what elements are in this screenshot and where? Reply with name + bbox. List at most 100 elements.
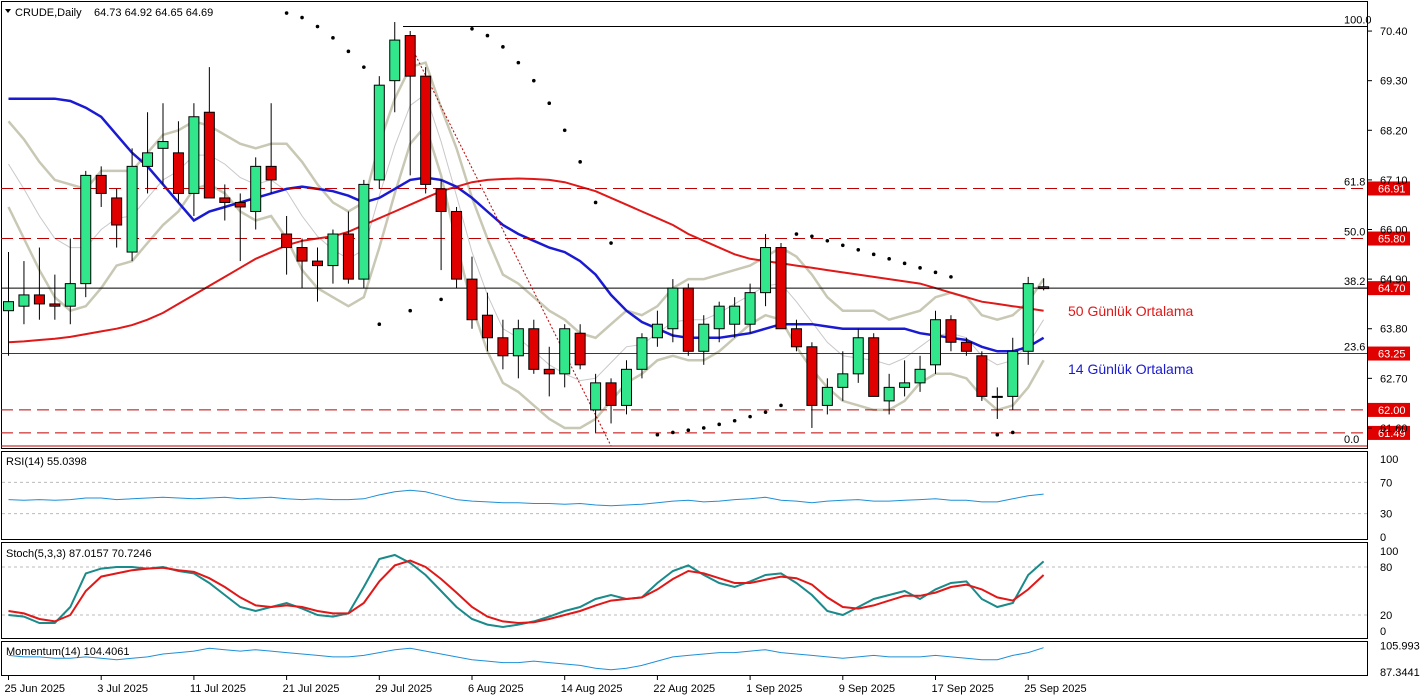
candle-body bbox=[342, 233, 354, 280]
price-axis-label: 67.10 bbox=[1380, 175, 1408, 187]
candle-body bbox=[95, 174, 107, 194]
rsi-title: RSI(14) 55.0398 bbox=[6, 456, 87, 468]
indicator-lines-layer bbox=[2, 481, 1367, 671]
x-axis-label: 11 Jul 2025 bbox=[190, 683, 246, 695]
candle-body bbox=[435, 188, 447, 212]
stoch-main-line bbox=[8, 553, 1045, 629]
candle-body bbox=[744, 292, 756, 325]
price-panel-frame bbox=[1, 1, 1368, 449]
candle-body bbox=[1038, 286, 1050, 290]
psar-dot bbox=[701, 426, 706, 430]
fib-trend-line bbox=[409, 44, 612, 447]
price-axis-label: 62.70 bbox=[1380, 373, 1408, 385]
stoch-axis-label: 100 bbox=[1380, 546, 1398, 558]
fib-level-label: 100.0 bbox=[1344, 15, 1372, 27]
price-axis-label: 63.80 bbox=[1380, 324, 1408, 336]
x-axis-label: 25 Sep 2025 bbox=[1024, 683, 1086, 695]
psar-dot bbox=[810, 234, 814, 239]
price-badge-label: 64.70 bbox=[1378, 283, 1406, 295]
ma14-line bbox=[8, 97, 1045, 353]
candle-body bbox=[265, 165, 277, 181]
psar-dots-layer bbox=[284, 11, 1015, 437]
psar-dot bbox=[593, 200, 598, 205]
candle-body bbox=[698, 323, 710, 352]
psar-dot bbox=[408, 308, 413, 313]
candle-body bbox=[883, 386, 895, 402]
psar-dot bbox=[779, 403, 783, 408]
psar-dot bbox=[717, 422, 721, 427]
price-axis-label: 68.20 bbox=[1380, 125, 1408, 137]
psar-dot bbox=[562, 128, 567, 133]
fib-level-label: 61.8 bbox=[1344, 176, 1365, 188]
candle-body bbox=[945, 319, 957, 343]
candle-body bbox=[111, 197, 123, 226]
price-badge-label: 66.91 bbox=[1378, 183, 1406, 195]
psar-dot bbox=[933, 270, 938, 275]
price-badge bbox=[1368, 346, 1410, 361]
momentum-title: Momentum(14) 104.4061 bbox=[6, 646, 130, 658]
ma14-annotation: 14 Günlük Ortalama bbox=[1068, 361, 1193, 377]
x-axis-label: 25 Jun 2025 bbox=[5, 683, 66, 695]
psar-dot bbox=[377, 322, 382, 327]
stoch-axis-label: 20 bbox=[1380, 610, 1392, 622]
x-axis-label: 17 Sep 2025 bbox=[932, 683, 994, 695]
psar-dot bbox=[856, 248, 861, 252]
candle-body bbox=[899, 382, 911, 388]
candle-body bbox=[837, 373, 849, 388]
price-badge bbox=[1368, 231, 1410, 246]
psar-dot bbox=[300, 15, 304, 20]
candle-body bbox=[219, 197, 231, 203]
candle-body bbox=[621, 368, 632, 406]
psar-dot bbox=[995, 432, 1000, 437]
band-lower-line bbox=[7, 123, 1045, 430]
price-badge bbox=[1368, 181, 1410, 196]
candle-body bbox=[729, 305, 741, 325]
psar-dot bbox=[578, 160, 582, 164]
x-axis-label: 9 Sep 2025 bbox=[839, 683, 895, 695]
candle-body bbox=[64, 283, 76, 307]
candle-body bbox=[512, 328, 524, 357]
candle-body bbox=[126, 165, 138, 253]
band-upper-line bbox=[7, 61, 1045, 340]
ma50-line bbox=[8, 177, 1044, 344]
candle-body bbox=[142, 152, 154, 167]
psar-dot bbox=[748, 414, 752, 419]
candle-body bbox=[3, 301, 14, 312]
stoch-panel-frame bbox=[1, 542, 1368, 639]
psar-dot bbox=[949, 275, 953, 279]
candle-body bbox=[157, 141, 169, 149]
price-axis-label: 70.40 bbox=[1380, 26, 1408, 38]
candle-body bbox=[667, 287, 679, 330]
stoch-signal-line bbox=[8, 559, 1045, 625]
psar-dot bbox=[516, 60, 521, 65]
candle-body bbox=[33, 294, 45, 305]
candle-body bbox=[976, 355, 988, 397]
candle-body bbox=[574, 332, 586, 366]
price-badges-layer: 66.91 65.80 64.70 63.25 62.00 61.49 bbox=[1368, 181, 1410, 440]
y-axis-layer: 70.40 69.30 68.20 67.10 66.00 64.90 63.80 62.70… bbox=[1367, 26, 1420, 679]
x-axis-label: 21 Jul 2025 bbox=[283, 683, 340, 695]
psar-dot bbox=[1010, 430, 1015, 435]
stoch-title: Stoch(5,3,3) 87.0157 70.7246 bbox=[6, 548, 152, 560]
price-badge-label: 61.49 bbox=[1378, 428, 1406, 440]
x-axis-label: 3 Jul 2025 bbox=[97, 683, 148, 695]
price-badge bbox=[1368, 402, 1410, 417]
ma50-annotation: 50 Günlük Ortalama bbox=[1068, 303, 1193, 319]
candle-body bbox=[80, 174, 92, 285]
rsi-line bbox=[8, 489, 1044, 507]
psar-dot bbox=[609, 241, 613, 245]
psar-dot bbox=[362, 65, 366, 69]
candle-body bbox=[806, 346, 818, 406]
candle-body bbox=[713, 305, 725, 330]
stoch-axis-label: 80 bbox=[1380, 562, 1392, 574]
price-badge bbox=[1368, 425, 1410, 440]
candle-body bbox=[868, 337, 880, 397]
rsi-axis-label: 70 bbox=[1380, 477, 1392, 489]
symbol-menu-triangle-icon[interactable] bbox=[5, 9, 11, 13]
psar-dot bbox=[825, 238, 830, 243]
candle-body bbox=[590, 382, 602, 411]
psar-dot bbox=[794, 232, 799, 236]
psar-dot bbox=[439, 297, 443, 302]
candle-body bbox=[1022, 283, 1034, 352]
